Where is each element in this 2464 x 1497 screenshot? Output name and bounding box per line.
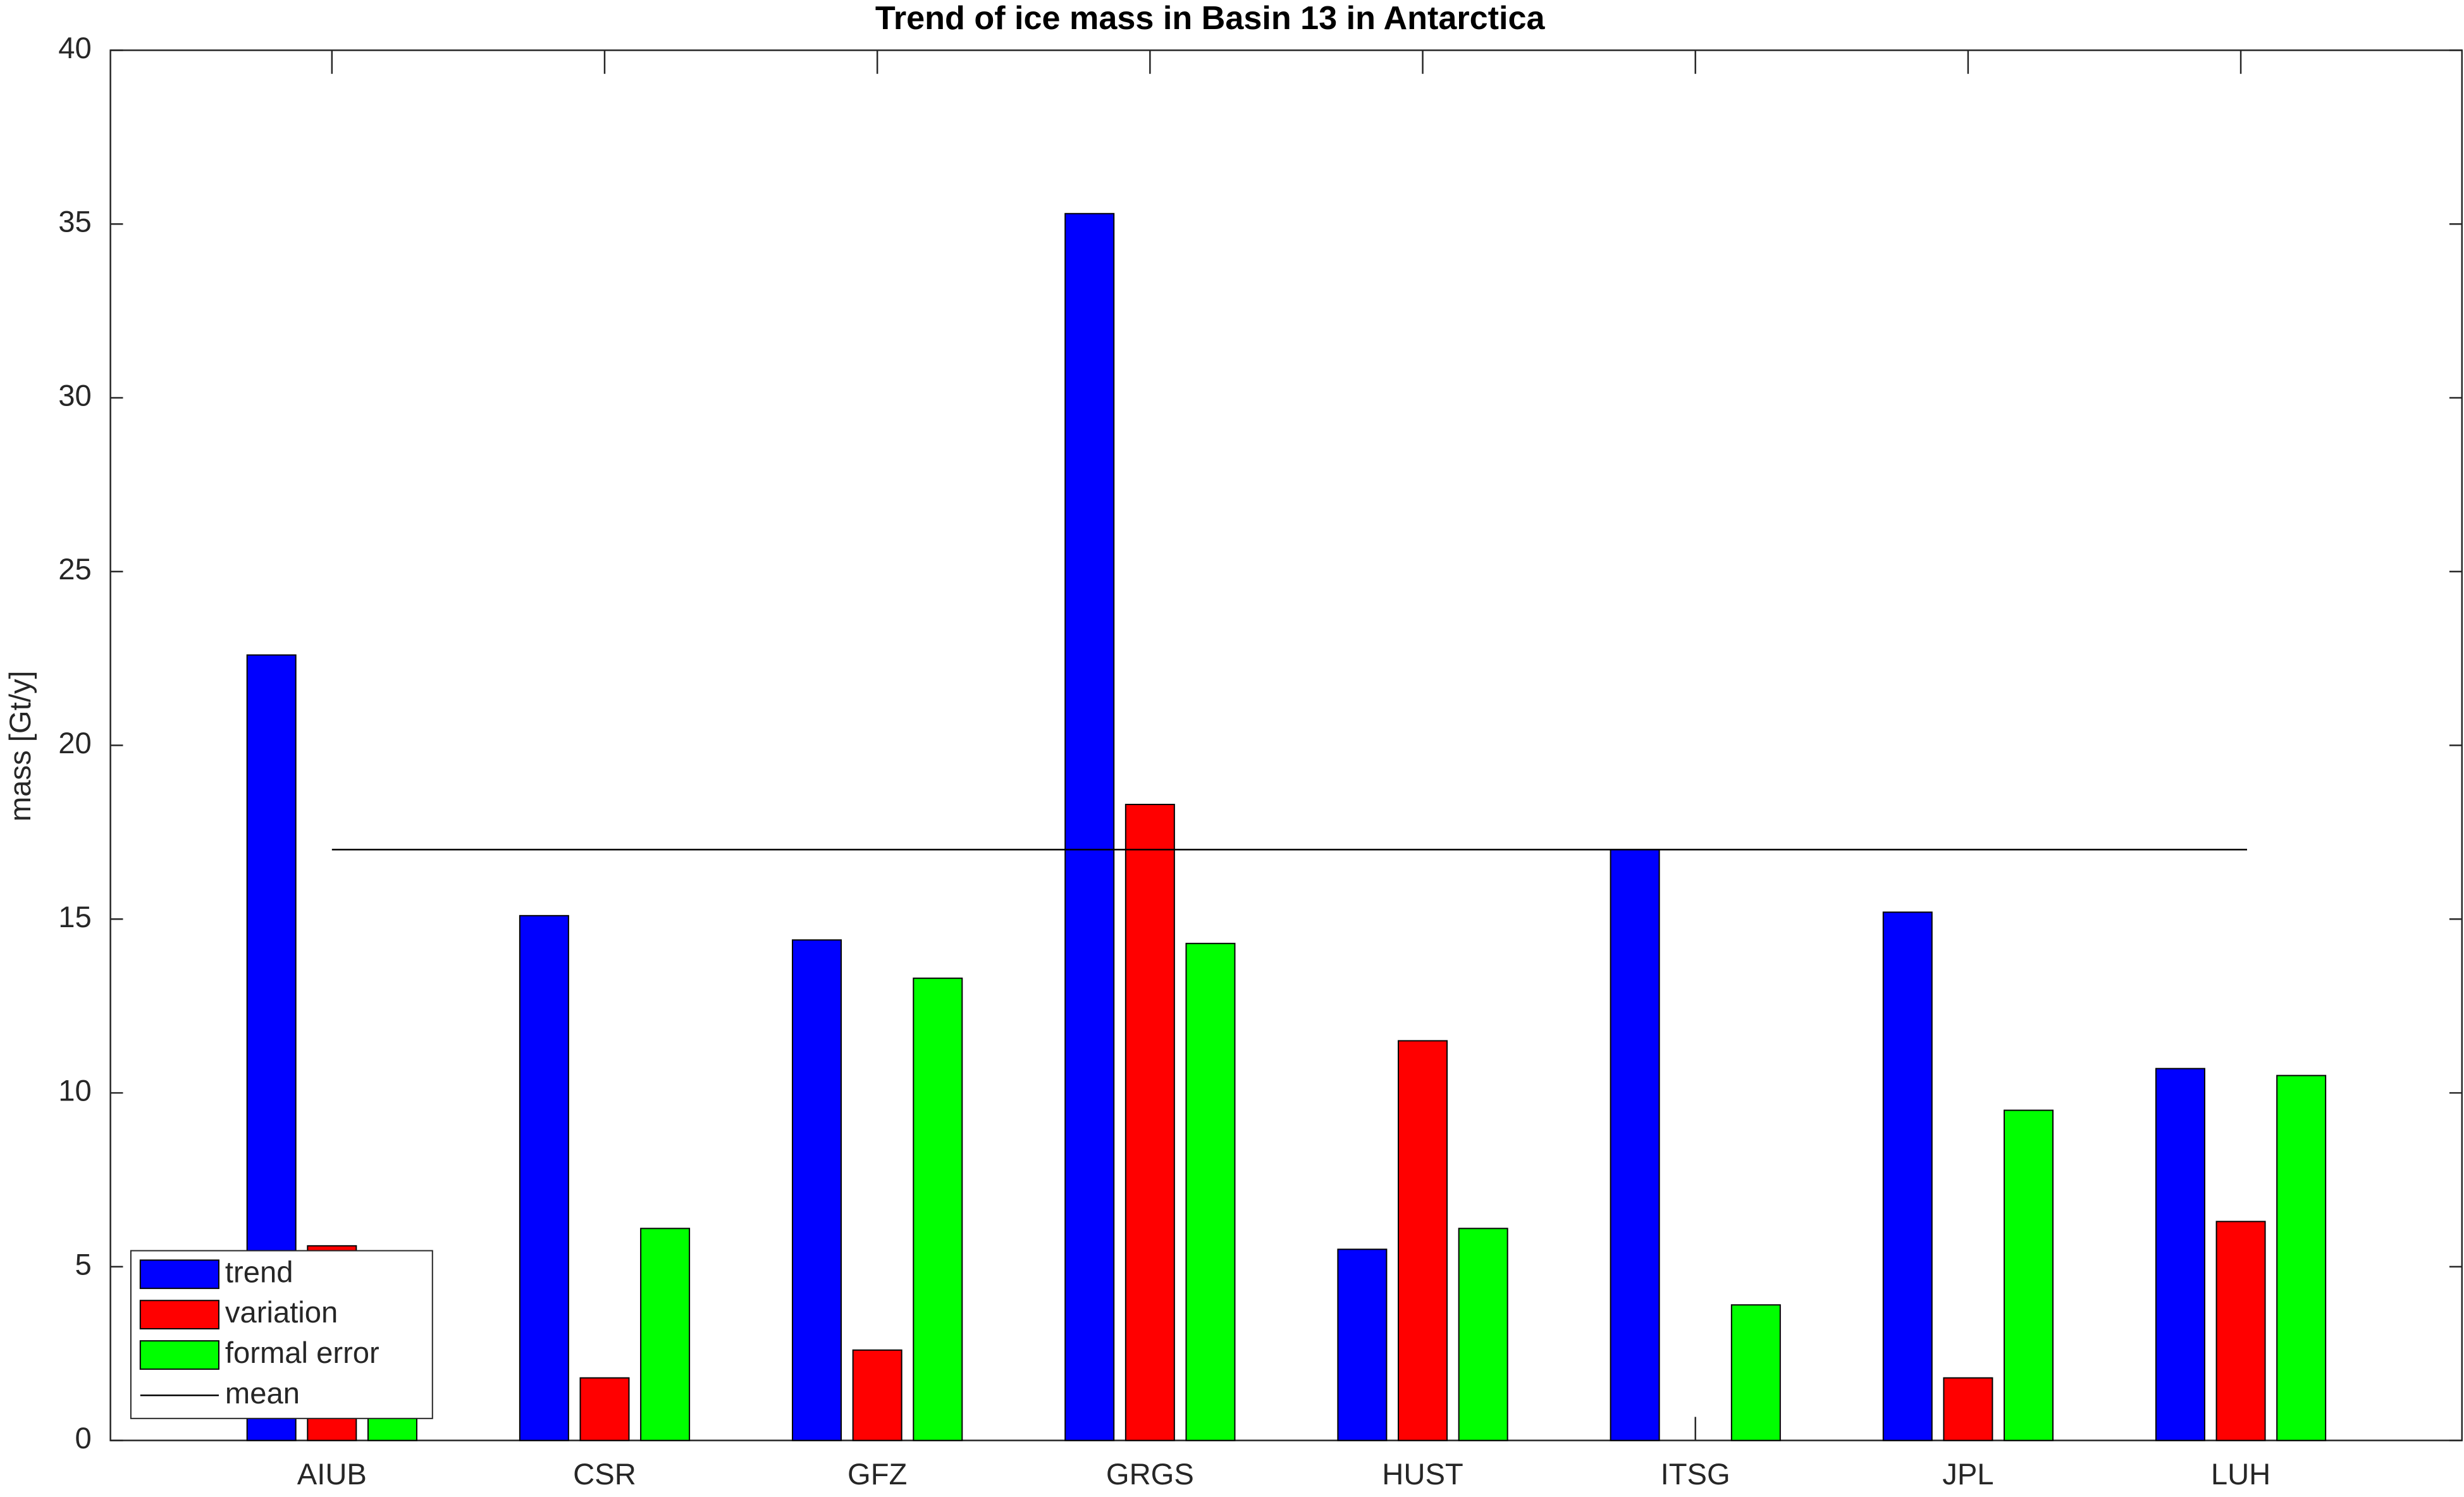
bar xyxy=(1882,911,1933,1441)
bar xyxy=(2155,1068,2205,1441)
x-tick-label: AIUB xyxy=(297,1458,367,1491)
bar xyxy=(1730,1304,1781,1441)
bar xyxy=(640,1228,691,1441)
x-tick-label: HUST xyxy=(1382,1458,1463,1491)
y-tick-label: 25 xyxy=(58,553,91,586)
legend-label: variation xyxy=(225,1296,338,1329)
legend-swatch xyxy=(139,1259,219,1290)
y-tick-label: 10 xyxy=(58,1075,91,1108)
y-tick-label: 0 xyxy=(75,1422,92,1455)
y-tick-label: 15 xyxy=(58,901,91,934)
y-tick-label: 20 xyxy=(58,727,91,760)
x-tick-label: CSR xyxy=(573,1458,636,1491)
y-tick-label: 5 xyxy=(75,1248,92,1281)
y-tick-label: 40 xyxy=(58,32,91,65)
bar xyxy=(2004,1109,2054,1441)
bar xyxy=(1458,1228,1508,1441)
y-tick-label: 35 xyxy=(58,206,91,239)
bar xyxy=(579,1377,630,1441)
x-tick-label: ITSG xyxy=(1661,1458,1730,1491)
bar xyxy=(852,1349,902,1441)
bar xyxy=(1185,942,1236,1441)
bar xyxy=(913,977,963,1441)
legend-label: trend xyxy=(225,1255,293,1289)
chart-title: Trend of ice mass in Basin 13 in Antarct… xyxy=(875,0,1546,37)
legend-label: formal error xyxy=(225,1336,379,1370)
x-tick-label: JPL xyxy=(1942,1458,1993,1491)
y-tick-label: 30 xyxy=(58,379,91,412)
bar xyxy=(1943,1377,1993,1441)
legend-swatch xyxy=(139,1340,219,1370)
x-tick-label: LUH xyxy=(2211,1458,2270,1491)
x-tick-label: GFZ xyxy=(847,1458,907,1491)
bar xyxy=(1064,213,1115,1441)
bar xyxy=(1610,849,1660,1441)
bar xyxy=(519,915,569,1441)
bar xyxy=(1398,1040,1448,1441)
plot-area xyxy=(109,49,2463,1441)
bar xyxy=(1337,1248,1388,1441)
y-axis-label: mass [Gt/y] xyxy=(4,670,37,822)
bar xyxy=(2215,1221,2266,1441)
legend: trend variation formal error mean xyxy=(130,1250,433,1419)
x-tick-label: GRGS xyxy=(1106,1458,1194,1491)
bar xyxy=(2276,1075,2327,1441)
legend-label: mean xyxy=(225,1377,300,1410)
bar xyxy=(1124,803,1175,1441)
bar xyxy=(792,939,842,1441)
legend-swatch xyxy=(139,1300,219,1329)
